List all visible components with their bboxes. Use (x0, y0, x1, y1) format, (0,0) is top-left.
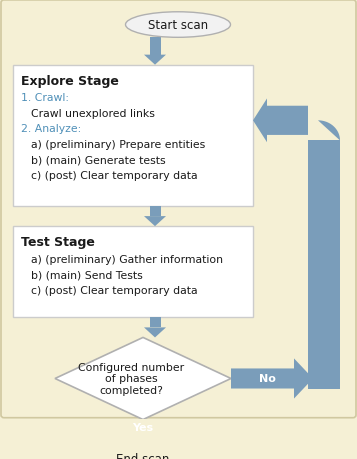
Text: Test Stage: Test Stage (21, 236, 95, 249)
Text: 1. Crawl:: 1. Crawl: (21, 93, 69, 103)
Text: b) (main) Generate tests: b) (main) Generate tests (31, 155, 166, 165)
Polygon shape (55, 338, 231, 420)
Text: End scan: End scan (116, 452, 170, 459)
Text: Crawl unexplored links: Crawl unexplored links (31, 108, 155, 118)
Polygon shape (318, 121, 340, 141)
Polygon shape (144, 328, 166, 338)
Text: Start scan: Start scan (148, 19, 208, 32)
Text: Configured number
of phases
completed?: Configured number of phases completed? (78, 362, 184, 395)
Text: b) (main) Send Tests: b) (main) Send Tests (31, 269, 143, 280)
Text: Yes: Yes (132, 422, 154, 432)
Polygon shape (129, 431, 157, 442)
Ellipse shape (126, 13, 231, 38)
Polygon shape (144, 56, 166, 66)
Polygon shape (308, 141, 340, 389)
Ellipse shape (91, 446, 196, 459)
Polygon shape (253, 99, 308, 143)
Polygon shape (144, 217, 166, 227)
Text: Explore Stage: Explore Stage (21, 75, 119, 88)
Polygon shape (150, 207, 161, 217)
FancyBboxPatch shape (13, 227, 253, 318)
Text: c) (post) Clear temporary data: c) (post) Clear temporary data (31, 285, 198, 295)
FancyBboxPatch shape (13, 66, 253, 207)
Polygon shape (231, 358, 313, 399)
Polygon shape (150, 318, 161, 328)
Text: a) (preliminary) Prepare entities: a) (preliminary) Prepare entities (31, 139, 205, 149)
FancyBboxPatch shape (1, 1, 356, 418)
Polygon shape (150, 38, 161, 56)
Text: a) (preliminary) Gather information: a) (preliminary) Gather information (31, 254, 223, 264)
Polygon shape (129, 420, 157, 431)
Text: 2. Analyze:: 2. Analyze: (21, 124, 81, 134)
Text: No: No (259, 374, 276, 384)
Text: c) (post) Clear temporary data: c) (post) Clear temporary data (31, 170, 198, 180)
